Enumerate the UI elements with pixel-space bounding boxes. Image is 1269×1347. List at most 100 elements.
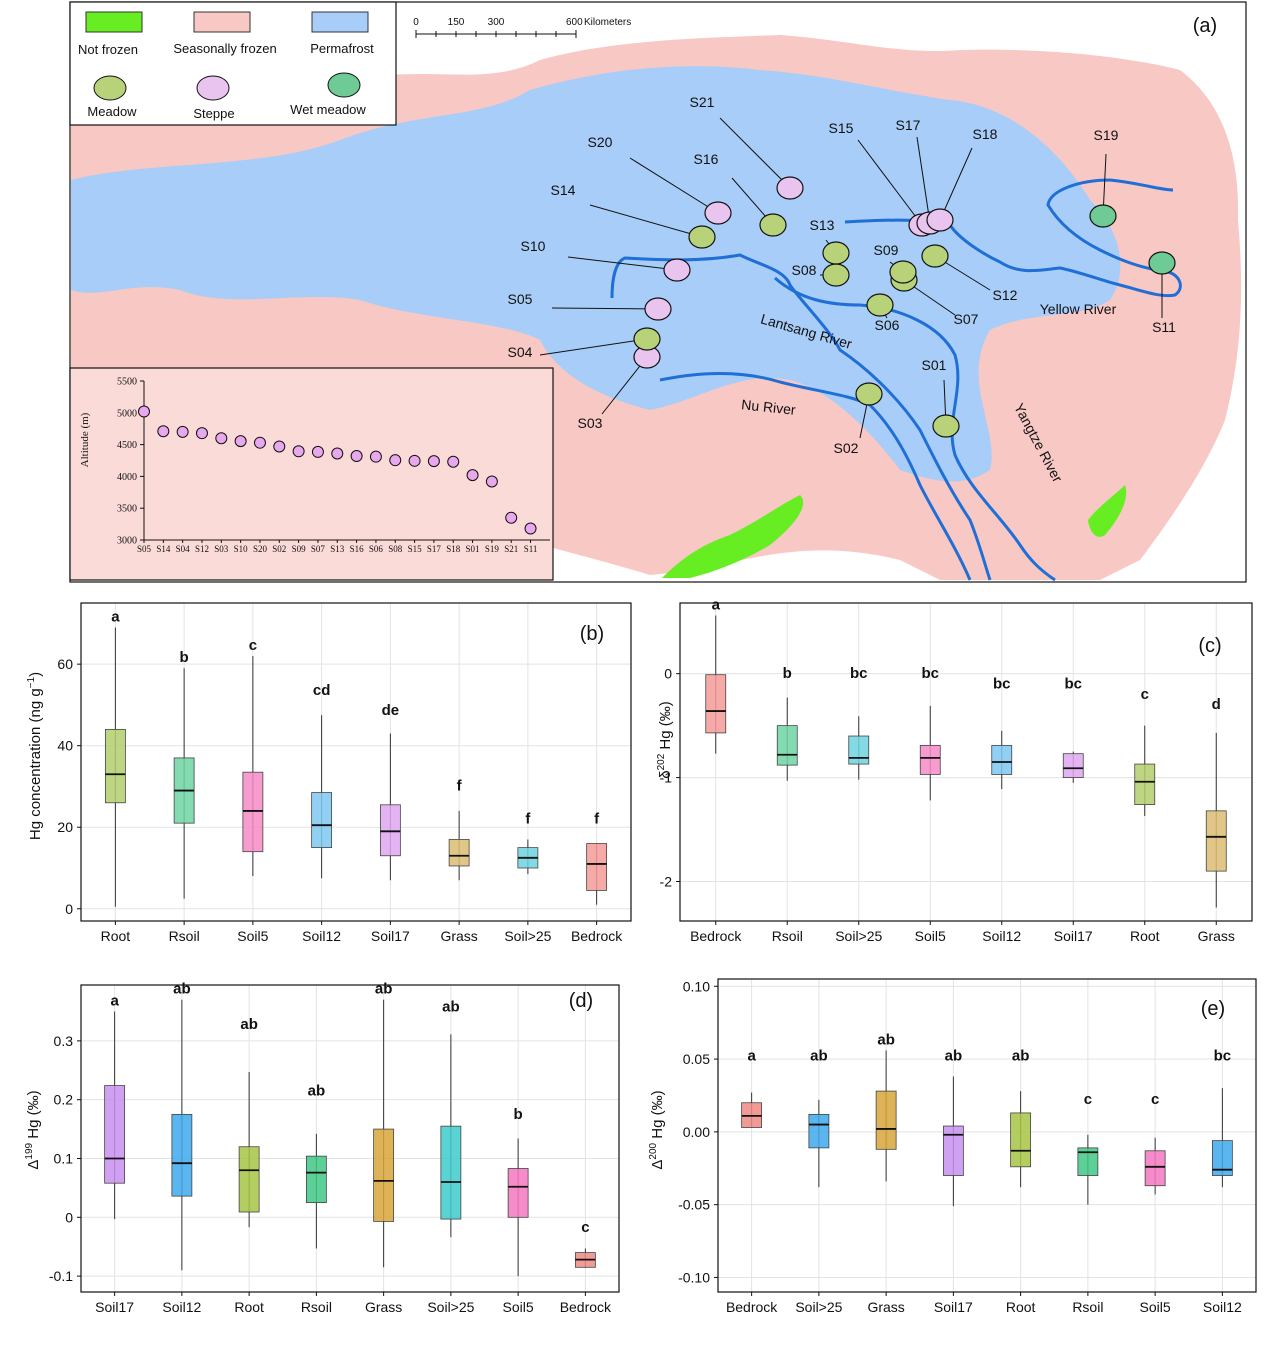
significance-letter: b <box>783 665 792 682</box>
box-root: c <box>1134 686 1156 817</box>
ytick-label: 0.05 <box>683 1051 710 1067</box>
ytick-label: 20 <box>57 819 73 835</box>
scale-tick-600: 600 <box>566 17 583 28</box>
significance-letter: a <box>110 992 119 1009</box>
inset-ytick: 4000 <box>117 472 137 483</box>
site-marker <box>776 176 804 200</box>
site-s19: S19 <box>1089 127 1119 228</box>
significance-letter: b <box>180 649 189 666</box>
ytick-label: 0 <box>65 901 73 917</box>
box-iqr <box>171 1113 193 1197</box>
site-label: S21 <box>690 94 715 110</box>
chart-c-delta202: δ202 Hg (‰) 0 -1 -2 a Bedrock b Rsoil bc Soil>25… <box>656 596 1253 944</box>
inset-point <box>176 425 189 438</box>
ytick-label: -0.1 <box>49 1268 73 1284</box>
site-s16: S16 <box>694 151 787 237</box>
significance-letter: bc <box>1214 1047 1232 1064</box>
inset-ytick: 4500 <box>117 440 137 451</box>
site-s12: S12 <box>921 244 1018 303</box>
scale-tick-150: 150 <box>448 17 465 28</box>
ytick-label: 0.00 <box>683 1124 710 1140</box>
inset-xtick: S12 <box>195 544 209 554</box>
xtick-label: Soil12 <box>982 928 1021 944</box>
inset-ytick: 5000 <box>117 408 137 419</box>
box-iqr <box>104 1085 126 1184</box>
box-soil12: bc <box>1211 1047 1233 1188</box>
site-label: S08 <box>792 262 817 278</box>
box-root: ab <box>1010 1047 1032 1188</box>
panel-label: (b) <box>580 623 604 645</box>
ytick-label: 0.10 <box>683 978 710 994</box>
scale-tick-300: 300 <box>488 17 505 28</box>
inset-ytick: 3000 <box>117 536 137 547</box>
significance-letter: ab <box>240 1016 258 1033</box>
box-iqr <box>919 744 941 775</box>
site-marker <box>633 327 661 351</box>
xtick-label: Rsoil <box>1072 1299 1103 1315</box>
site-label: S01 <box>922 357 947 373</box>
box-bedrock: f <box>586 810 608 905</box>
site-label: S04 <box>508 344 533 360</box>
legend-permafrost: Permafrost <box>310 41 374 56</box>
ytick-label: 0 <box>664 666 672 682</box>
box-iqr <box>311 792 333 849</box>
significance-letter: ab <box>877 1031 895 1048</box>
inset-point <box>138 405 150 418</box>
site-marker <box>822 241 850 265</box>
inset-xtick: S17 <box>427 544 442 554</box>
box-iqr <box>586 843 608 891</box>
ytick-label: -0.05 <box>678 1197 710 1213</box>
xtick-label: Rsoil <box>772 928 803 944</box>
site-marker <box>1148 251 1176 275</box>
inset-xtick: S19 <box>485 544 500 554</box>
significance-letter: c <box>249 637 257 654</box>
box-soil12: bc <box>991 675 1013 790</box>
site-label: S14 <box>551 182 576 198</box>
box-iqr <box>1077 1147 1099 1176</box>
chart-c-ylabel: δ202 Hg (‰) <box>656 701 674 779</box>
inset-point <box>408 454 421 467</box>
box-iqr <box>104 728 126 804</box>
permafrost-region <box>71 66 1121 482</box>
site-marker <box>889 260 917 284</box>
panel-label: (e) <box>1201 998 1225 1020</box>
box-iqr <box>875 1090 897 1150</box>
site-s20: S20 <box>588 134 732 225</box>
xtick-label: Bedrock <box>726 1299 778 1315</box>
chart-b-ylabel: Hg concentration (ng g−1) <box>26 672 44 840</box>
significance-letter: c <box>1084 1091 1092 1108</box>
inset-xtick: S10 <box>234 544 249 554</box>
significance-letter: de <box>382 702 400 719</box>
inset-xtick: S18 <box>446 544 461 554</box>
site-marker <box>932 414 960 438</box>
plot-frame <box>717 978 1257 1293</box>
scale-bar: 0 150 300 600 Kilometers <box>413 17 631 38</box>
ytick-label: 0.3 <box>54 1033 74 1049</box>
site-label: S12 <box>993 287 1018 303</box>
site-s06: S06 <box>866 293 900 333</box>
ytick-label: 40 <box>57 738 73 754</box>
inset-xtick: S15 <box>408 544 423 554</box>
xtick-label: Soil5 <box>1140 1299 1171 1315</box>
box-iqr <box>848 735 870 765</box>
plot-frame <box>80 984 620 1293</box>
inset-point <box>311 445 324 458</box>
inset-point <box>427 455 440 468</box>
box-iqr <box>1211 1140 1233 1176</box>
inset-xtick: S03 <box>214 544 229 554</box>
site-marker <box>704 201 732 225</box>
xtick-label: Soil5 <box>915 928 946 944</box>
box-rsoil: c <box>1077 1091 1099 1205</box>
significance-letter: d <box>1212 696 1221 713</box>
site-label: S17 <box>896 117 921 133</box>
significance-letter: ab <box>308 1082 326 1099</box>
significance-letter: f <box>457 778 463 795</box>
box-soil17: a <box>104 992 126 1220</box>
box-root: a <box>104 608 126 907</box>
box-soil5: c <box>242 637 264 877</box>
significance-letter: ab <box>442 998 460 1015</box>
site-s09: S09 <box>874 242 917 284</box>
significance-letter: ab <box>1012 1047 1030 1064</box>
box-iqr <box>991 744 1013 775</box>
site-marker <box>759 213 787 237</box>
